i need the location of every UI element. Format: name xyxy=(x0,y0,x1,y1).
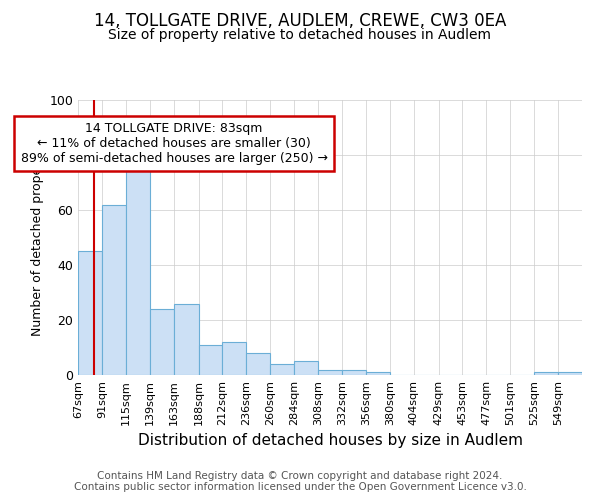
Bar xyxy=(270,364,294,375)
Bar xyxy=(247,353,270,375)
Bar xyxy=(102,204,126,375)
Bar xyxy=(318,370,342,375)
Bar xyxy=(223,342,247,375)
Bar xyxy=(78,251,102,375)
Text: 14, TOLLGATE DRIVE, AUDLEM, CREWE, CW3 0EA: 14, TOLLGATE DRIVE, AUDLEM, CREWE, CW3 0… xyxy=(94,12,506,30)
Text: Size of property relative to detached houses in Audlem: Size of property relative to detached ho… xyxy=(109,28,491,42)
Bar xyxy=(294,361,318,375)
Text: 14 TOLLGATE DRIVE: 83sqm
← 11% of detached houses are smaller (30)
89% of semi-d: 14 TOLLGATE DRIVE: 83sqm ← 11% of detach… xyxy=(20,122,328,165)
Bar xyxy=(366,372,390,375)
Bar xyxy=(558,372,582,375)
Bar xyxy=(173,304,199,375)
Bar xyxy=(342,370,366,375)
Bar xyxy=(534,372,558,375)
Bar xyxy=(126,144,150,375)
X-axis label: Distribution of detached houses by size in Audlem: Distribution of detached houses by size … xyxy=(137,434,523,448)
Bar xyxy=(199,345,223,375)
Bar xyxy=(150,309,173,375)
Text: Contains HM Land Registry data © Crown copyright and database right 2024.
Contai: Contains HM Land Registry data © Crown c… xyxy=(74,471,526,492)
Y-axis label: Number of detached properties: Number of detached properties xyxy=(31,139,44,336)
